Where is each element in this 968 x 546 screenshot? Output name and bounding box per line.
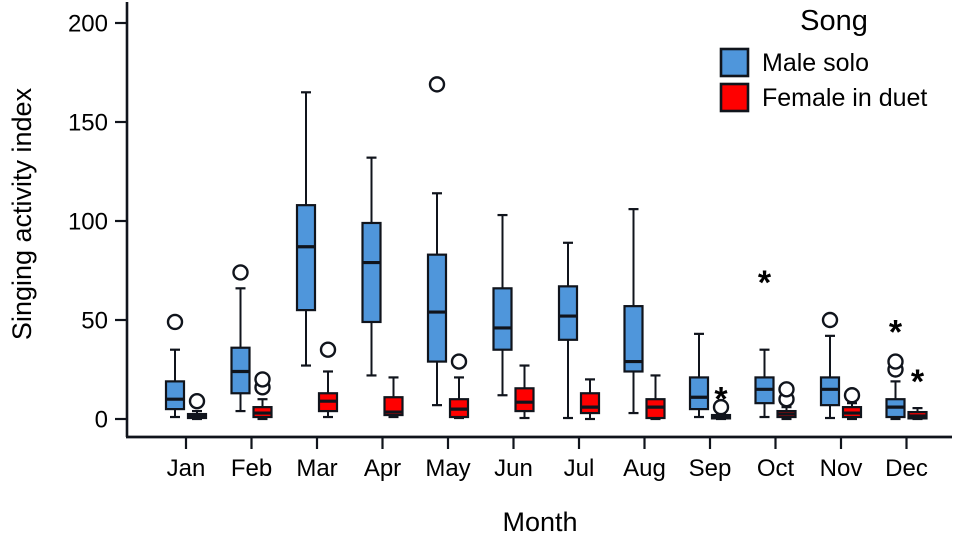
outlier-circle [712,398,730,416]
box-male-solo-dec: * [885,313,906,421]
box-female-in-duet-jan [186,392,208,421]
box-male-solo-sep [688,332,710,419]
iqr-box [819,376,841,407]
legend-title: Song [800,5,868,37]
extreme-asterisk: * [758,264,772,302]
x-tick-label: Aug [623,455,666,482]
outlier-circle [188,392,206,410]
box-female-in-duet-apr [383,376,404,419]
outlier-circle [843,387,861,404]
outlier-circle [778,381,795,398]
x-axis-title: Month [502,507,577,537]
box-male-solo-oct: * [754,264,775,419]
x-tick-label: Feb [231,455,272,482]
legend-label-male-solo: Male solo [762,49,869,77]
legend-swatch-female-duet [719,82,750,113]
x-tick-label: Oct [757,455,795,482]
box-male-solo-jul [557,241,579,420]
x-tick-label: Jun [494,455,533,482]
plot-area: 0 50 100 150 200 Jan Feb Mar Apr May Jun Jul Aug Sep O… [68,2,952,482]
y-tick-label: 0 [95,407,108,434]
iqr-box [426,253,448,363]
x-tick-label: Sep [689,455,732,482]
box-male-solo-jan [164,313,186,419]
box-female-in-duet-feb [252,371,273,421]
outlier-circle [166,313,184,331]
box-male-solo-jun [492,213,513,397]
x-tick-label: Apr [364,455,401,482]
iqr-box [295,204,317,312]
box-female-in-duet-may [448,353,470,420]
iqr-box [579,392,601,415]
y-tick-label: 200 [68,11,108,38]
box-female-in-duet-dec: * [907,363,928,421]
legend-swatch-male-solo [719,47,750,78]
x-tick-label: Mar [296,455,337,482]
extreme-asterisk: * [714,381,728,419]
y-tick-label: 150 [68,110,108,137]
outlier-circle [319,341,337,358]
y-axis-title: Singing activity index [7,87,37,340]
outlier-circle [821,311,839,329]
box-male-solo-feb [230,264,251,413]
box-male-solo-apr [361,156,382,377]
iqr-box [623,305,644,373]
legend-label-female-duet: Female in duet [762,84,927,112]
x-tick-label: Dec [885,455,928,482]
outlier-circle [232,264,249,281]
outlier-circle [887,353,904,370]
iqr-box [164,380,186,411]
x-tick-label: Nov [820,455,863,482]
iqr-box [514,387,535,413]
y-tick-label: 50 [81,308,108,335]
outlier-circle [254,371,271,388]
box-female-in-duet-jun [514,364,535,420]
iqr-box [361,221,382,324]
box-female-in-duet-nov [841,387,863,421]
y-tick-label: 100 [68,209,108,236]
box-female-in-duet-jul [579,378,601,421]
iqr-box [492,287,513,351]
x-tick-label: May [425,455,470,482]
box-female-in-duet-oct [776,381,797,421]
box-male-solo-mar [295,91,317,367]
x-tick-label: Jul [564,455,595,482]
iqr-box [557,285,579,341]
box-male-solo-may [426,76,448,407]
box-female-in-duet-aug [645,374,666,421]
x-tick-label: Jan [167,455,206,482]
iqr-box [688,376,710,411]
outlier-circle [428,76,446,93]
extreme-asterisk: * [889,313,903,351]
legend: Song Male solo Female in duet [719,5,927,113]
outlier-circle [450,353,468,370]
extreme-asterisk: * [911,363,925,401]
box-male-solo-nov [819,311,841,420]
box-male-solo-aug [623,208,644,415]
box-female-in-duet-mar [317,341,339,419]
box-female-in-duet-sep: * [710,381,732,421]
